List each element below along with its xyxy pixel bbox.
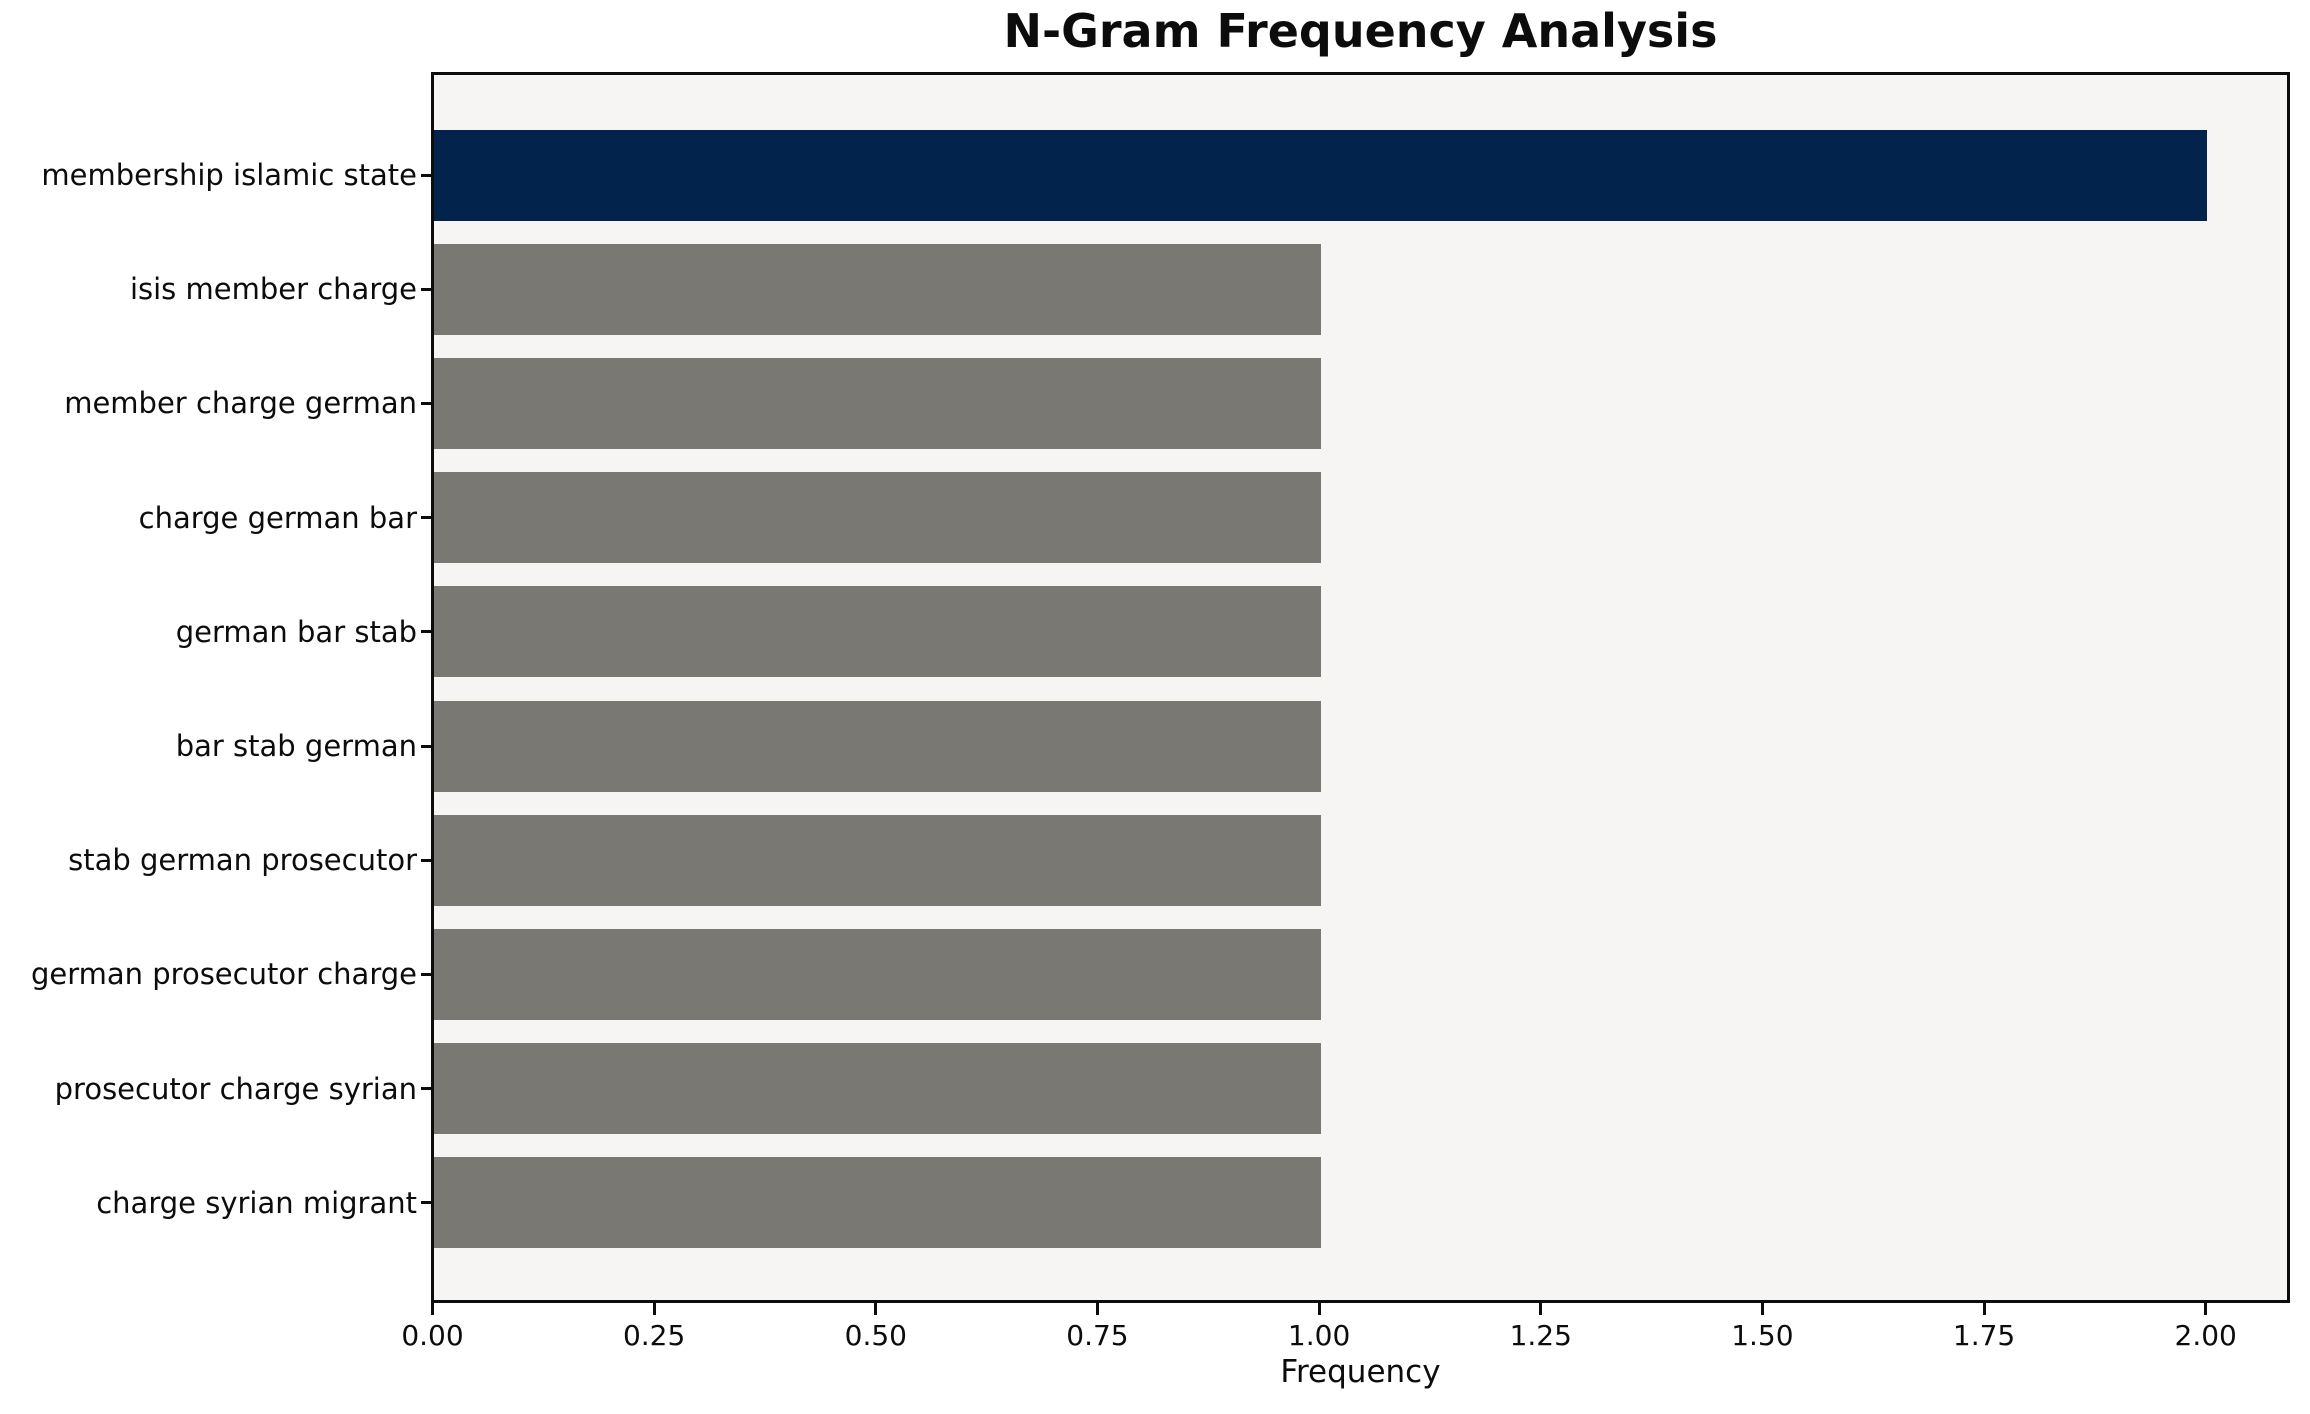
bar-german-prosecutor-charge bbox=[434, 928, 1321, 1020]
x-tick-label: 0.50 bbox=[844, 1319, 907, 1352]
x-tick-label: 1.25 bbox=[1509, 1319, 1572, 1352]
x-tick-label: 1.75 bbox=[1952, 1319, 2016, 1352]
x-tick-mark bbox=[874, 1303, 878, 1315]
y-tick-mark bbox=[421, 173, 431, 177]
y-tick-mark bbox=[421, 401, 431, 405]
bar-stab-german-prosecutor bbox=[434, 814, 1321, 906]
y-tick-label: member charge german bbox=[64, 386, 417, 421]
x-tick-mark bbox=[1539, 1303, 1543, 1315]
bar-german-bar-stab bbox=[434, 586, 1321, 678]
x-tick-mark bbox=[2204, 1303, 2208, 1315]
x-tick-mark bbox=[1095, 1303, 1099, 1315]
y-tick-mark bbox=[421, 1201, 431, 1205]
y-tick-label: charge german bar bbox=[138, 500, 417, 535]
x-tick-mark bbox=[1317, 1303, 1321, 1315]
y-tick-mark bbox=[421, 1087, 431, 1091]
x-tick-label: 2.00 bbox=[2174, 1319, 2237, 1352]
bar-charge-german-bar bbox=[434, 472, 1321, 564]
x-tick-mark bbox=[652, 1303, 656, 1315]
y-tick-mark bbox=[421, 516, 431, 520]
y-tick-label: bar stab german bbox=[175, 729, 417, 763]
bar-bar-stab-german bbox=[434, 700, 1321, 792]
y-tick-label: german bar stab bbox=[175, 614, 417, 649]
x-tick-mark bbox=[1760, 1303, 1764, 1315]
y-tick-mark bbox=[421, 744, 431, 748]
chart-title: N-Gram Frequency Analysis bbox=[1003, 4, 1718, 58]
y-tick-label: membership islamic state bbox=[41, 158, 417, 192]
x-axis-label: Frequency bbox=[1280, 1354, 1441, 1390]
y-tick-label: prosecutor charge syrian bbox=[54, 1071, 417, 1106]
y-tick-mark bbox=[421, 630, 431, 634]
x-tick-label: 0.00 bbox=[401, 1319, 464, 1352]
y-tick-mark bbox=[421, 287, 431, 291]
y-tick-mark bbox=[421, 858, 431, 862]
y-tick-label: stab german prosecutor bbox=[68, 843, 417, 878]
y-tick-label: isis member charge bbox=[129, 272, 417, 307]
x-tick-label: 0.75 bbox=[1066, 1319, 1129, 1352]
y-tick-mark bbox=[421, 972, 431, 976]
x-tick-label: 0.25 bbox=[622, 1319, 686, 1352]
x-tick-label: 1.00 bbox=[1287, 1319, 1351, 1352]
bar-member-charge-german bbox=[434, 357, 1321, 449]
bar-membership-islamic-state bbox=[434, 129, 2207, 221]
x-tick-mark bbox=[1982, 1303, 1986, 1315]
x-tick-label: 1.50 bbox=[1731, 1319, 1794, 1352]
y-tick-label: german prosecutor charge bbox=[30, 957, 417, 992]
x-tick-mark bbox=[431, 1303, 434, 1315]
y-tick-label: charge syrian migrant bbox=[96, 1185, 417, 1220]
bar-charge-syrian-migrant bbox=[434, 1157, 1321, 1249]
plot-area bbox=[431, 72, 2290, 1303]
bar-prosecutor-charge-syrian bbox=[434, 1043, 1321, 1135]
bar-isis-member-charge bbox=[434, 243, 1321, 335]
